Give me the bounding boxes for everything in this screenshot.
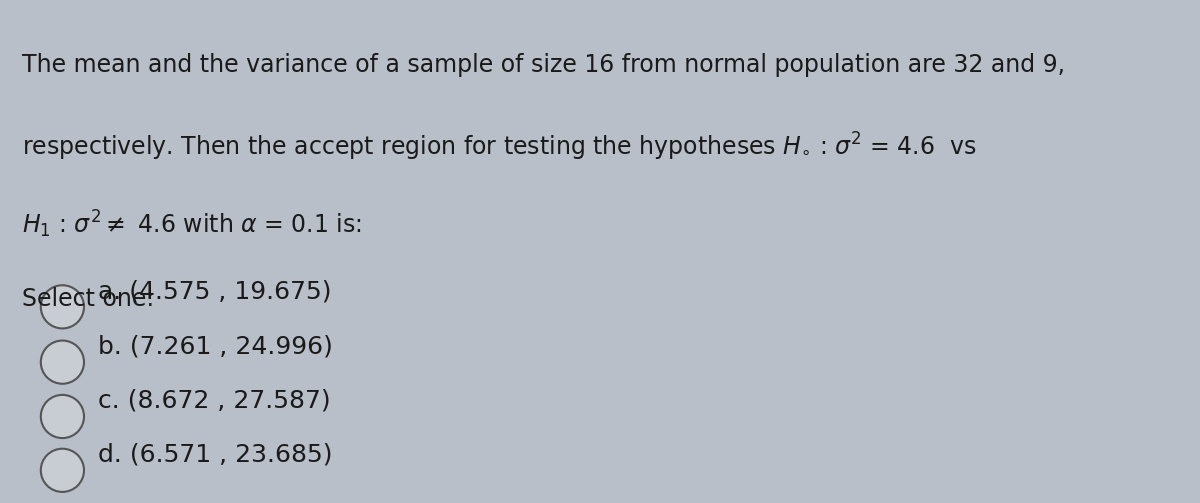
Text: b. (7.261 , 24.996): b. (7.261 , 24.996): [98, 334, 334, 359]
Text: c. (8.672 , 27.587): c. (8.672 , 27.587): [98, 389, 331, 413]
Ellipse shape: [41, 395, 84, 438]
Text: d. (6.571 , 23.685): d. (6.571 , 23.685): [98, 443, 332, 467]
Text: The mean and the variance of a sample of size 16 from normal population are 32 a: The mean and the variance of a sample of…: [22, 53, 1064, 77]
Text: Select one:: Select one:: [22, 287, 154, 311]
Text: $H_1$ : $\sigma^2 \neq$ 4.6 with $\alpha$ = 0.1 is:: $H_1$ : $\sigma^2 \neq$ 4.6 with $\alpha…: [22, 209, 361, 240]
Ellipse shape: [41, 449, 84, 492]
Text: respectively. Then the accept region for testing the hypotheses $H_{\circ}$ : $\: respectively. Then the accept region for…: [22, 131, 976, 163]
Ellipse shape: [41, 341, 84, 384]
Text: a. (4.575 , 19.675): a. (4.575 , 19.675): [98, 279, 332, 303]
Ellipse shape: [41, 285, 84, 328]
